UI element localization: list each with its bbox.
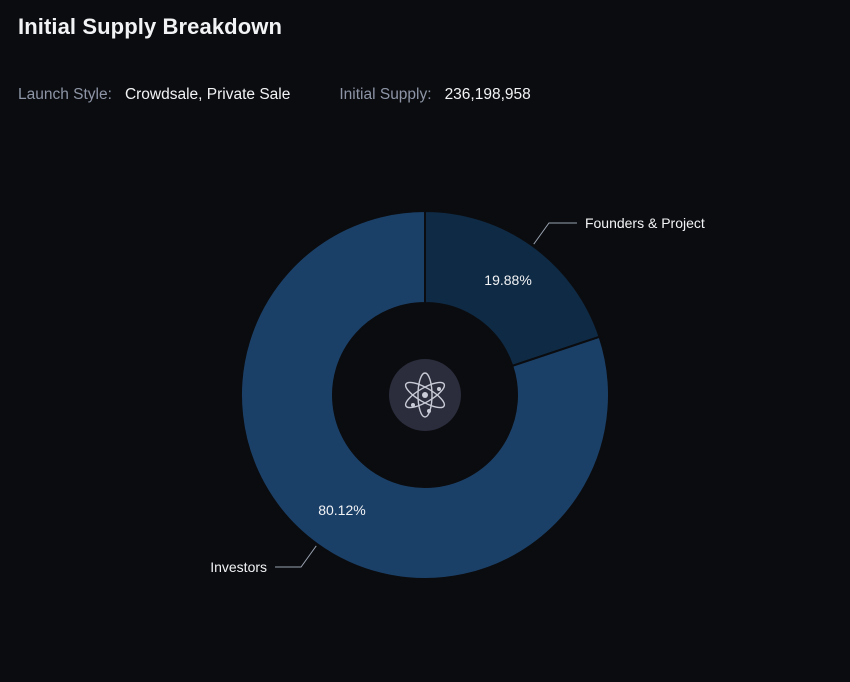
- atom-icon: [404, 372, 446, 418]
- page-title: Initial Supply Breakdown: [18, 14, 282, 39]
- slice-category-label-1: Investors: [210, 559, 267, 575]
- donut-slice-1: [240, 209, 610, 580]
- initial-supply-value: 236,198,958: [444, 86, 531, 103]
- slice-value-label-0: 19.88%: [484, 272, 531, 288]
- atom-orbit-2: [404, 381, 446, 409]
- leader-line-1: [275, 545, 317, 568]
- slice-category-label-0: Founders & Project: [585, 215, 705, 231]
- atom-nucleus: [422, 392, 428, 398]
- atom-electron-2: [427, 409, 431, 413]
- center-logo: [389, 359, 461, 431]
- slice-value-label-1: 80.12%: [318, 502, 365, 518]
- atom-electron-0: [411, 403, 415, 407]
- initial-supply-label: Initial Supply:: [339, 86, 432, 103]
- slice-labels: 19.88% Founders & Project 80.12% Investors: [210, 215, 705, 575]
- donut-slice-0: [424, 209, 601, 368]
- donut-slices: [240, 209, 610, 580]
- launch-style-value: Crowdsale, Private Sale: [124, 86, 291, 103]
- launch-style-label: Launch Style:: [18, 86, 112, 103]
- leader-lines: [275, 222, 577, 568]
- supply-meta-row: Launch Style: Crowdsale, Private Sale In…: [18, 86, 531, 104]
- atom-electron-1: [437, 387, 441, 391]
- leader-line-0: [533, 222, 577, 245]
- atom-orbit-0: [404, 381, 446, 409]
- atom-orbit-1: [417, 372, 433, 418]
